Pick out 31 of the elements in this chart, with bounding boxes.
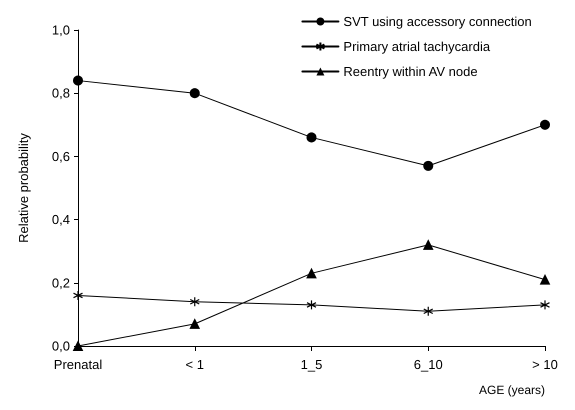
x-tick-label: Prenatal	[54, 357, 102, 372]
point	[540, 274, 550, 285]
point	[72, 290, 84, 301]
point	[423, 240, 434, 250]
point	[540, 120, 550, 130]
point	[306, 268, 316, 278]
legend-label: Primary atrial tachycardia	[343, 39, 491, 54]
x-tick-label: < 1	[186, 357, 204, 372]
point	[423, 160, 434, 171]
point	[73, 76, 83, 86]
y-tick-label: 1,0	[52, 22, 70, 38]
x-tick-label: 6_10	[414, 357, 443, 372]
y-tick-label: 0,8	[52, 86, 70, 101]
point	[190, 296, 200, 307]
y-tick-label: 0,0	[52, 338, 70, 354]
y-axis-title: Relative probability	[16, 132, 31, 243]
legend-label: SVT using accessory connection	[343, 14, 532, 29]
point	[73, 341, 83, 351]
point	[306, 300, 317, 310]
point	[306, 132, 316, 142]
y-tick-label: 0,4	[52, 212, 70, 228]
point	[423, 306, 434, 316]
point	[190, 318, 200, 329]
y-tick-label: 0,2	[52, 275, 70, 290]
point	[190, 88, 200, 98]
x-tick-label: > 10	[532, 357, 558, 372]
point	[540, 300, 550, 310]
legend-label: Reentry within AV node	[343, 64, 478, 79]
y-tick-label: 0,6	[52, 148, 70, 164]
x-tick-label: 1_5	[300, 357, 322, 372]
x-axis-title: AGE (years)	[478, 383, 545, 397]
